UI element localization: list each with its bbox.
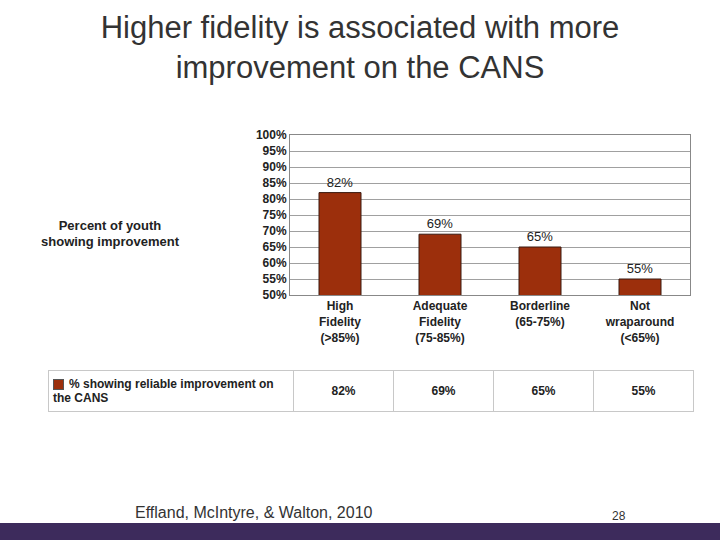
- html-text:Percent of youth showing impro: Percent of youth showing improvement: [41, 218, 179, 249]
- svg-text:82%: 82%: [327, 175, 353, 190]
- html-text:65%: 65%: [531, 384, 556, 398]
- html-text:82%: 82%: [331, 384, 356, 398]
- svg-text:75%: 75%: [263, 208, 287, 222]
- html-text:28: 28: [612, 509, 626, 523]
- html-text:Effland, McIntyre, & Walton, 2: Effland, McIntyre, & Walton, 2010: [135, 504, 373, 521]
- svg-text:69%: 69%: [427, 216, 453, 231]
- svg-text:60%: 60%: [263, 256, 287, 270]
- svg-text:55%: 55%: [627, 261, 653, 276]
- html-text:69%: 69%: [431, 384, 456, 398]
- svg-text:HighFidelity(>85%): HighFidelity(>85%): [319, 299, 361, 344]
- svg-text:AdequateFidelity(75-85%): AdequateFidelity(75-85%): [413, 299, 468, 344]
- svg-text:55%: 55%: [263, 272, 287, 286]
- svg-text:Notwraparound(<65%): Notwraparound(<65%): [605, 299, 675, 344]
- svg-text:100%: 100%: [256, 128, 287, 142]
- svg-text:65%: 65%: [527, 229, 553, 244]
- svg-text:50%: 50%: [263, 288, 287, 302]
- html-text:55%: 55%: [631, 384, 656, 398]
- svg-text:70%: 70%: [263, 224, 287, 238]
- svg-text:95%: 95%: [263, 144, 287, 158]
- svg-text:85%: 85%: [263, 176, 287, 190]
- svg-text:90%: 90%: [263, 160, 287, 174]
- svg-text:65%: 65%: [263, 240, 287, 254]
- html-text:% showing reliable improvement: % showing reliable improvement on the CA…: [53, 377, 274, 405]
- svg-text:80%: 80%: [263, 192, 287, 206]
- html-text:Higher fidelity is associated: Higher fidelity is associated with more …: [100, 10, 620, 85]
- svg-text:Borderline(65-75%): Borderline(65-75%): [510, 299, 570, 329]
